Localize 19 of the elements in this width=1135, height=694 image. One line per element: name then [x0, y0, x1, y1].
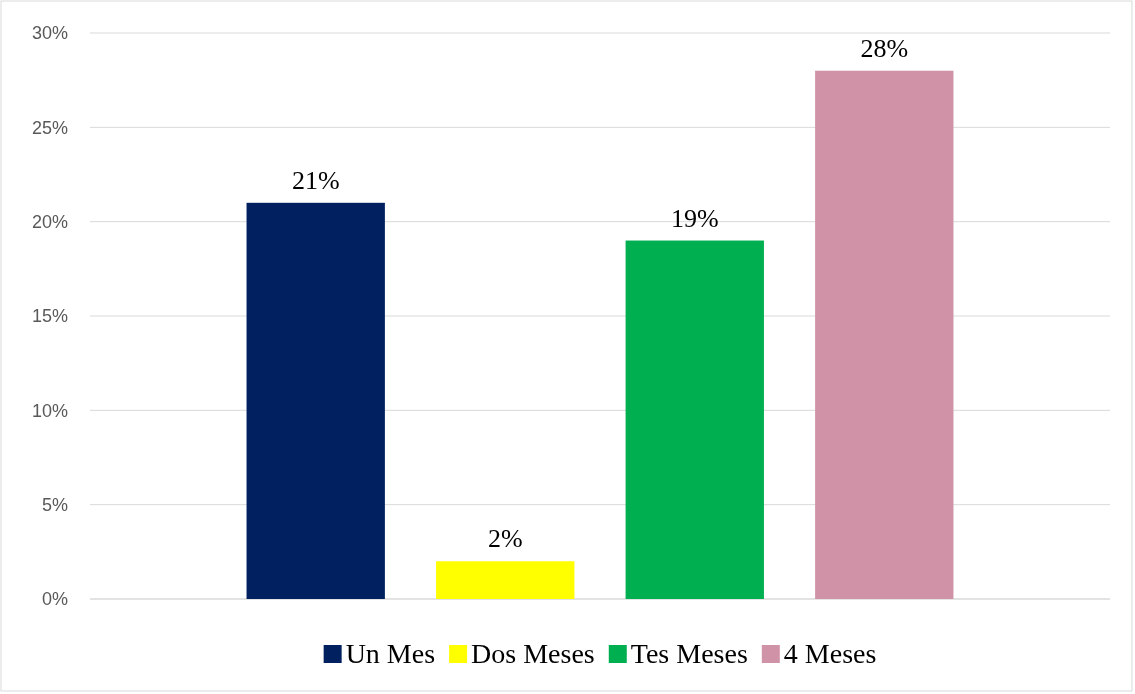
y-tick-label: 0% [41, 589, 68, 610]
data-label: 19% [670, 203, 719, 233]
y-tick-label: 30% [31, 23, 68, 44]
bar [815, 70, 954, 599]
data-label: 28% [860, 33, 909, 63]
y-tick-label: 20% [31, 211, 68, 232]
legend-label: Tes Meses [630, 638, 748, 669]
y-tick-label: 15% [31, 306, 68, 327]
bar [436, 561, 575, 599]
y-tick-label: 10% [31, 400, 68, 421]
legend-label: 4 Meses [783, 638, 877, 669]
y-tick-label: 25% [31, 117, 68, 138]
data-label: 21% [291, 165, 340, 195]
data-label: 2% [487, 524, 523, 554]
y-tick-label: 5% [41, 494, 68, 515]
bar [246, 202, 385, 599]
legend-label: Dos Meses [471, 638, 595, 669]
legend-label: Un Mes [345, 638, 436, 669]
bar [625, 240, 764, 599]
